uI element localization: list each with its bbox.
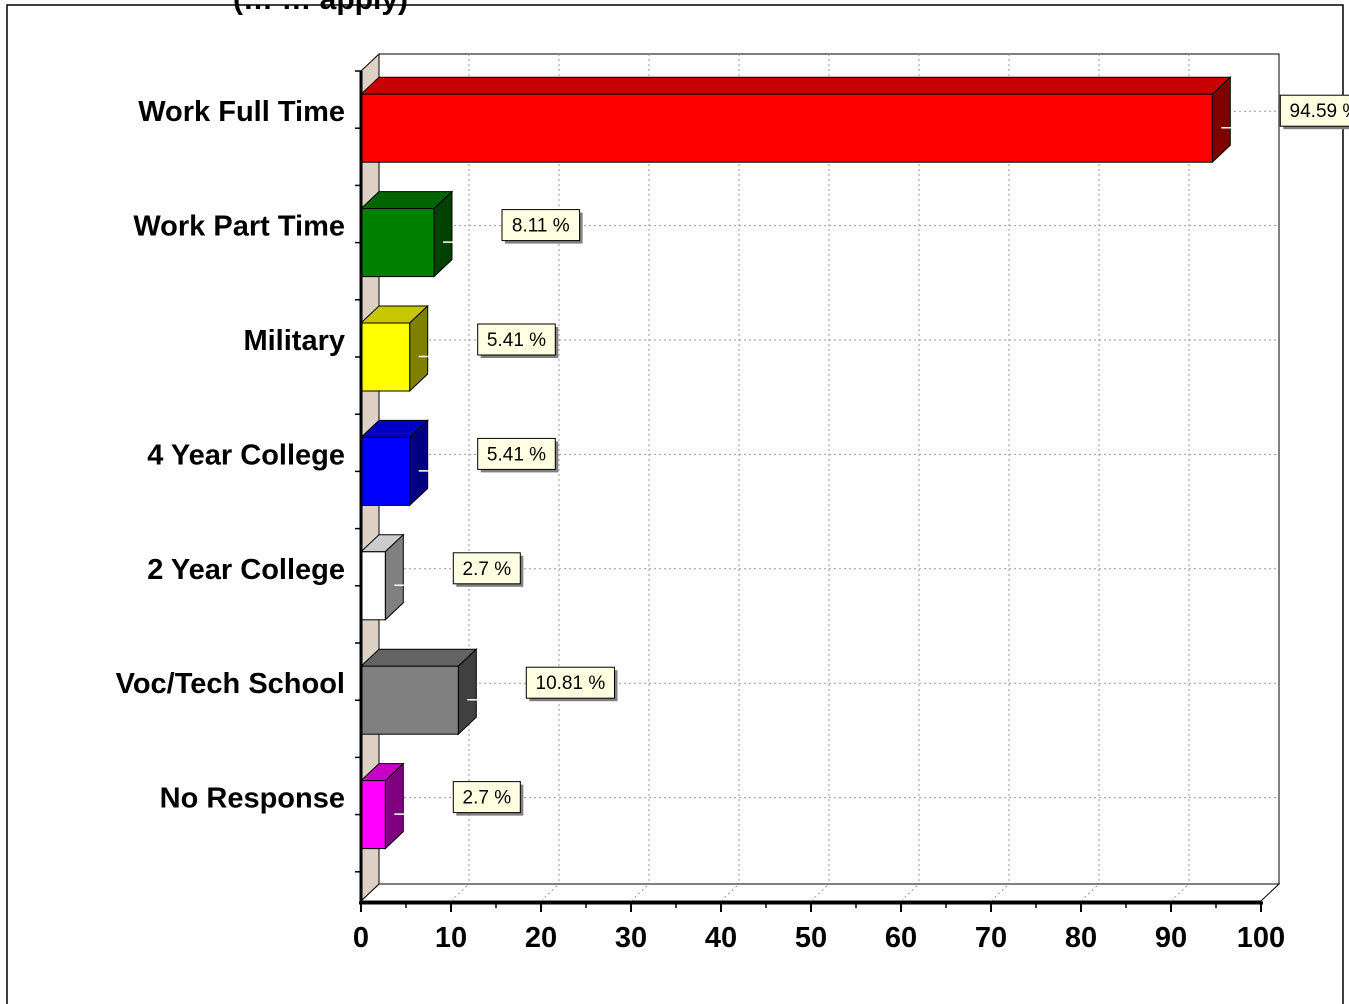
bar	[359, 304, 429, 393]
x-tick-label: 30	[615, 922, 647, 954]
gridlines	[379, 54, 1279, 902]
floor-gridline	[540, 883, 560, 902]
category-label: No Response	[160, 783, 345, 815]
bar-front-face	[360, 322, 411, 392]
x-tick-label: 50	[795, 922, 827, 954]
bar	[359, 648, 478, 736]
data-label-box	[477, 323, 556, 356]
bars	[359, 76, 1232, 850]
x-tick-label: 40	[705, 922, 737, 954]
data-label: 2.7 %	[463, 788, 512, 809]
category-label: Work Full Time	[138, 96, 345, 128]
x-axis-ticks: 0 10 20 30 40 50 60 70 80 90 100	[353, 903, 1285, 954]
floor-gridline	[450, 883, 470, 902]
bar-front-face	[360, 436, 411, 506]
floor-gridline	[810, 883, 830, 902]
bar	[359, 190, 454, 278]
floor-gridline	[630, 883, 650, 902]
category-label: 2 Year College	[147, 554, 345, 586]
bar-front-face	[360, 93, 1213, 163]
data-label: 5.41 %	[487, 444, 546, 465]
bar-front-face	[360, 208, 435, 278]
value-labels: 94.59 % 8.11 % 5.41 % 5.41 % 2.7 % 10.81 % 2.7…	[394, 94, 1349, 816]
data-label: 10.81 %	[536, 673, 606, 694]
bar-front-face	[360, 780, 386, 850]
floor-gridline	[990, 883, 1010, 902]
x-tick-label: 10	[435, 922, 467, 954]
bar-front-face	[360, 665, 459, 735]
category-label: 4 Year College	[147, 439, 345, 471]
category-label: Voc/Tech School	[116, 668, 345, 700]
bar	[359, 533, 405, 621]
bar-front-face	[360, 551, 386, 621]
bar-top-face	[359, 76, 1232, 95]
x-tick-label: 0	[353, 922, 369, 954]
floor-gridline	[900, 883, 920, 902]
data-label: 8.11 %	[512, 216, 570, 237]
x-tick-label: 90	[1155, 922, 1187, 954]
category-label: Work Part Time	[133, 211, 345, 243]
y-axis-categories: Work Full Time Work Part Time Military 4 Ye…	[116, 70, 361, 873]
bar	[359, 762, 405, 850]
data-label: 94.59 %	[1290, 101, 1349, 122]
chart-title: (… … apply)	[233, 0, 408, 16]
data-label-box	[1279, 94, 1349, 127]
x-tick-label: 80	[1065, 922, 1097, 954]
data-label: 2.7 %	[463, 559, 512, 580]
x-tick-label: 20	[525, 922, 557, 954]
data-label-box	[452, 781, 521, 814]
data-label-box	[501, 209, 581, 242]
data-label-box	[452, 552, 521, 585]
category-label: Military	[243, 325, 345, 357]
data-label: 5.41 %	[487, 330, 546, 351]
bar-top-face	[359, 648, 478, 667]
x-tick-label: 100	[1237, 922, 1285, 954]
data-label-box	[477, 437, 556, 470]
bar	[359, 76, 1232, 164]
plot-floor	[359, 883, 1281, 902]
x-tick-label: 60	[885, 922, 917, 954]
floor-gridline	[720, 883, 740, 902]
floor-gridline	[1080, 883, 1100, 902]
floor-gridline	[1170, 883, 1190, 902]
data-label-box	[525, 666, 615, 699]
x-tick-label: 70	[975, 922, 1007, 954]
bar	[359, 419, 429, 507]
